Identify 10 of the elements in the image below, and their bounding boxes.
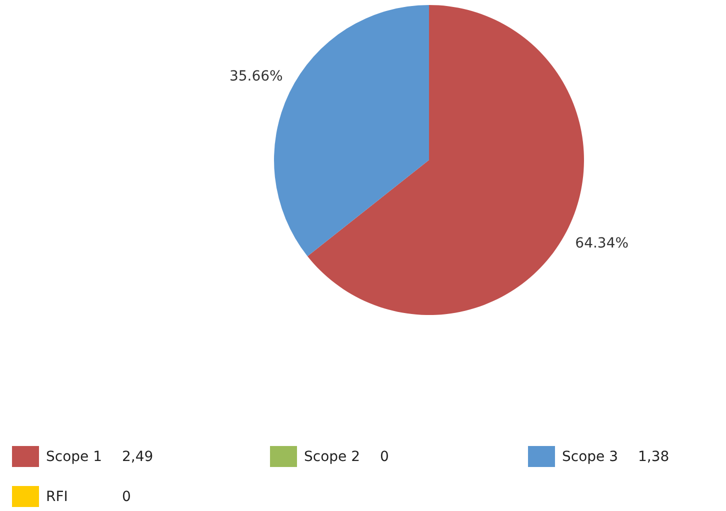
text: 0 [380,449,389,465]
legend-label: RFI [46,489,68,505]
text: 1,38 [638,449,670,465]
text: 0 [122,489,131,505]
data-label: 64.34% [575,236,629,252]
legend-label: Scope 1 [46,449,102,465]
data-label: 35.66% [229,68,283,84]
legend-label: Scope 2 [304,449,360,465]
text: 2,49 [122,449,154,465]
legend-label: Scope 3 [562,449,618,465]
